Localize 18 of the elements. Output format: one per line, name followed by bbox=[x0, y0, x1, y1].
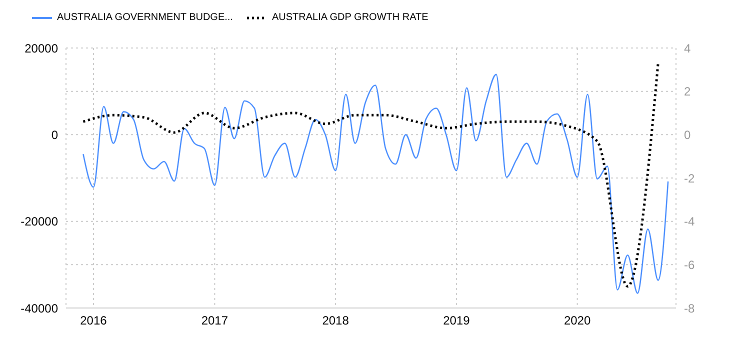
x-tick-label: 2018 bbox=[322, 314, 350, 328]
x-tick-label: 2017 bbox=[201, 314, 228, 328]
y2-tick-label: 4 bbox=[684, 41, 691, 56]
y2-tick-label: 2 bbox=[684, 84, 691, 99]
y-tick-label: 0 bbox=[51, 128, 58, 142]
y-tick-label: 20000 bbox=[24, 41, 58, 56]
y2-tick-label: 0 bbox=[684, 128, 691, 142]
legend-label: AUSTRALIA GDP GROWTH RATE bbox=[272, 12, 428, 23]
y2-tick-label: -8 bbox=[684, 301, 695, 316]
x-tick-label: 2020 bbox=[564, 314, 591, 328]
y-tick-label: -40000 bbox=[20, 301, 58, 316]
x-tick-label: 2016 bbox=[80, 314, 108, 328]
y2-tick-label: -4 bbox=[684, 214, 695, 229]
y2-tick-label: -2 bbox=[684, 171, 695, 186]
y2-tick-label: -6 bbox=[684, 258, 695, 272]
y-tick-label: -20000 bbox=[20, 214, 58, 229]
legend-label: AUSTRALIA GOVERNMENT BUDGE... bbox=[57, 12, 233, 23]
x-tick-label: 2019 bbox=[443, 314, 470, 328]
